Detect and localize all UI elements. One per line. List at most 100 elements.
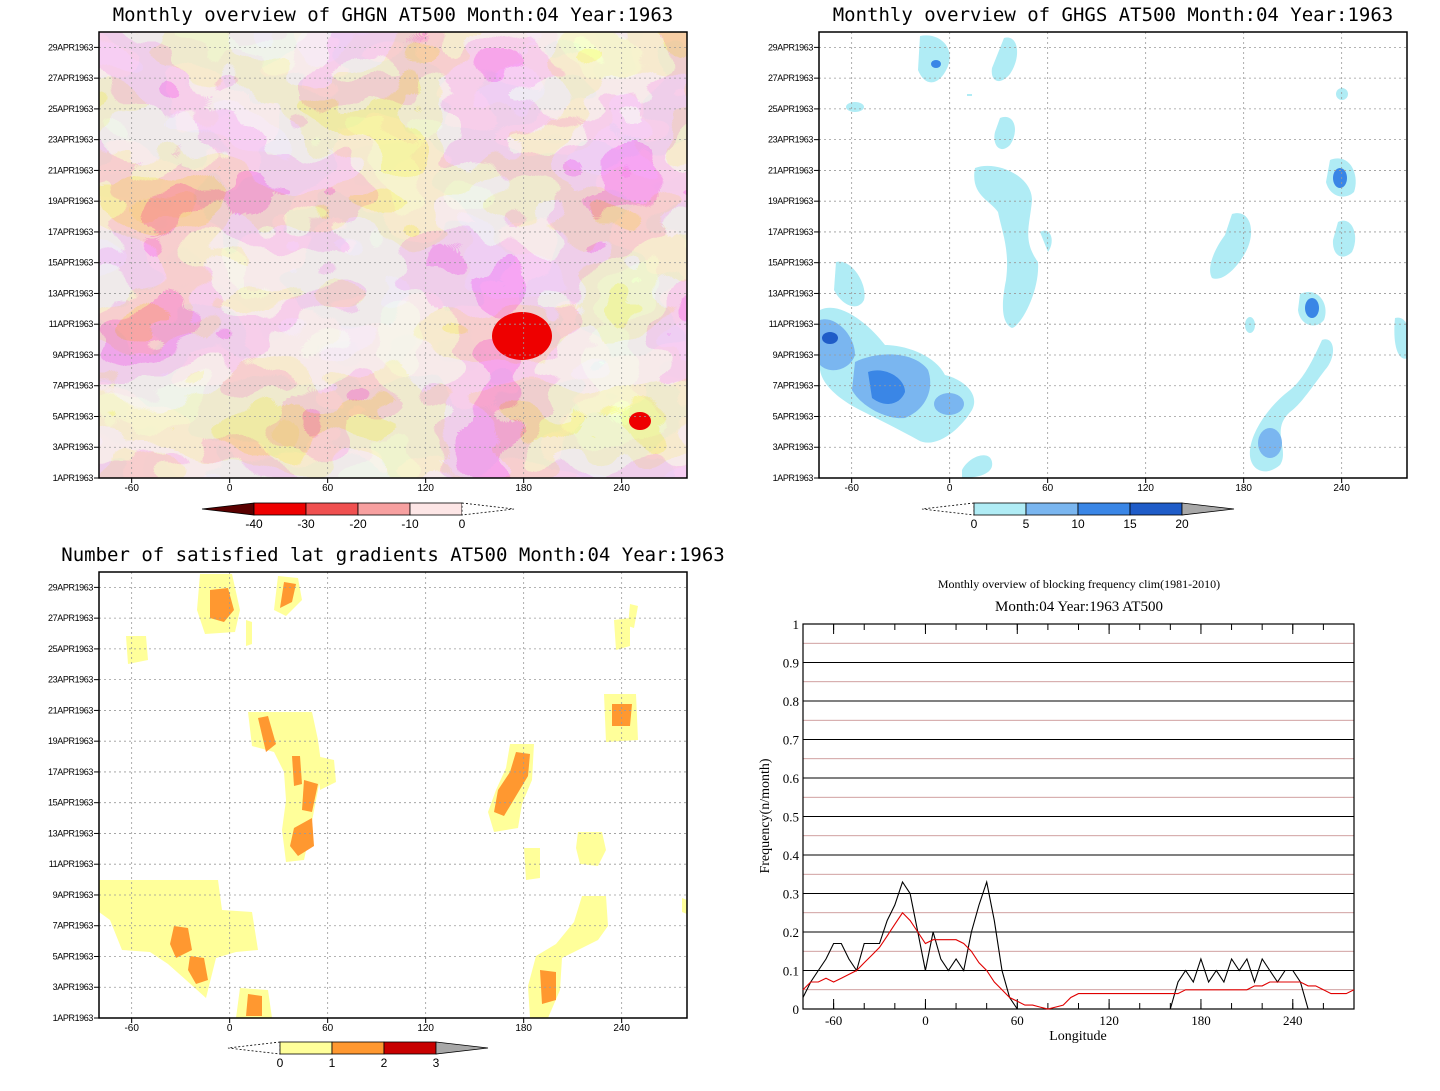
panel-ghgs-title: Monthly overview of GHGS AT500 Month:04 …: [833, 4, 1394, 26]
colorbar-segment: [1025, 502, 1079, 516]
panel-ghgn-y-tick-label: 11APR1963: [49, 319, 94, 329]
panel-lat-gradients-y-tick-label: 11APR1963: [49, 859, 94, 869]
panel-ghgs-field: [819, 32, 1407, 478]
panel-lat-gradients-x-tick-label: 0: [227, 1023, 233, 1034]
panel-ghgn-y-tick-label: 9APR1963: [53, 350, 94, 360]
colorbar-segment: [409, 502, 463, 516]
panel-lat-gradients-y-tick-label: 25APR1963: [48, 644, 93, 654]
colorbar-tick-label: 2: [381, 1056, 388, 1070]
panel-blocking-frequency-y-tick-label: 0.5: [783, 810, 799, 825]
colorbar-tick-label: 5: [1023, 517, 1030, 531]
panel-lat-gradients-blob: [576, 832, 606, 866]
panel-lat-gradients-blob: [258, 716, 276, 752]
panel-ghgs-blob: [991, 37, 1018, 82]
colorbar-segment: [1129, 502, 1183, 516]
panel-ghgn-y-tick-label: 7APR1963: [53, 381, 94, 391]
panel-ghgn-x-tick-label: 120: [417, 483, 434, 494]
panel-ghgn-y-tick-label: 1APR1963: [53, 473, 94, 483]
panel-blocking-frequency-y-tick-label: 0.6: [783, 771, 800, 786]
panel-blocking-frequency-plot: 0 0.1 0.2 0.3 0.4 0.5 0.6 0.7 0.8 0.9 1 -60 0 60 120 18…: [783, 617, 1355, 1028]
panel-lat-gradients-y-tick-label: 3APR1963: [53, 982, 94, 992]
colorbar-segment: [331, 1041, 385, 1055]
panel-ghgs-x-tick-label: 180: [1235, 483, 1252, 494]
colorbar-tick-label: 20: [1175, 517, 1189, 531]
panel-lat-gradients-x-tick-label: 120: [417, 1023, 434, 1034]
panel-blocking-frequency-x-tick-label: -60: [825, 1013, 842, 1028]
panel-lat-gradients-frame: [98, 571, 688, 1019]
panel-ghgn-y-tick-label: 15APR1963: [48, 258, 93, 268]
panel-lat-gradients-y-tick-label: 29APR1963: [48, 582, 93, 592]
panel-ghgn-min-blob: [629, 412, 651, 430]
panel-ghgs-y-tick-label: 21APR1963: [768, 165, 813, 175]
panel-ghgn-x-tick-label: 240: [613, 483, 630, 494]
panel-ghgs-colorbar: 0 5 10 15 20: [921, 502, 1235, 531]
panel-ghgn-frame: [98, 31, 688, 479]
panel-ghgs-y-tick-label: 25APR1963: [768, 104, 813, 114]
panel-blocking-frequency-y-tick-label: 0.7: [783, 733, 800, 748]
colorbar-tick-label: -10: [401, 517, 419, 531]
panel-ghgs-blob: [934, 393, 964, 415]
colorbar-segment: [279, 1041, 333, 1055]
panel-lat-gradients-y-tick-label: 1APR1963: [53, 1013, 94, 1023]
panel-ghgs-blob: [846, 102, 864, 112]
colorbar-extend-low: [227, 1041, 281, 1055]
panel-ghgs-blob: [1245, 317, 1255, 333]
colorbar-tick-label: 15: [1123, 517, 1137, 531]
panel-lat-gradients-blob: [316, 756, 336, 790]
panel-ghgn-noise-field: [99, 32, 687, 478]
panel-lat-gradients-blob: [246, 620, 252, 646]
panel-lat-gradients-y-tick-label: 23APR1963: [48, 675, 93, 685]
colorbar-segment: [383, 1041, 437, 1055]
colorbar-tick-label: -20: [349, 517, 367, 531]
panel-ghgs-blob: [868, 370, 905, 404]
panel-lat-gradients-y-tick-label: 21APR1963: [48, 705, 93, 715]
panel-ghgs-blob: [822, 332, 838, 344]
panel-lat-gradients-y-tick-label: 19APR1963: [48, 736, 93, 746]
panel-blocking-frequency-x-tick-label: 0: [922, 1013, 929, 1028]
panel-ghgs: Monthly overview of GHGS AT500 Month:04 …: [768, 4, 1408, 531]
panel-blocking-frequency-series-year: [802, 879, 1354, 1010]
panel-lat-gradients-blob: [280, 582, 296, 608]
panel-ghgn-x-tick-label: -60: [124, 483, 139, 494]
colorbar-segment: [305, 502, 359, 516]
panel-ghgn-min-blob: [492, 312, 552, 360]
panel-blocking-frequency-y-tick-label: 1: [793, 617, 800, 632]
colorbar-extend-high: [435, 1041, 489, 1055]
panel-ghgn-x-tick-label: 0: [227, 483, 233, 494]
panel-ghgn-colorbar: -40 -30 -20 -10 0: [201, 502, 515, 531]
panel-ghgs-blob: [994, 116, 1015, 150]
panel-ghgn-y-tick-label: 25APR1963: [48, 104, 93, 114]
panel-ghgn-y-tick-label: 3APR1963: [53, 442, 94, 452]
panel-ghgn-title: Monthly overview of GHGN AT500 Month:04 …: [113, 4, 674, 26]
panel-blocking-frequency-x-tick-label: 240: [1283, 1013, 1303, 1028]
panel-ghgs-blob: [962, 455, 993, 478]
panel-lat-gradients-x-tick-label: 180: [515, 1023, 532, 1034]
panel-ghgs-y-tick-label: 7APR1963: [773, 381, 814, 391]
colorbar-extend-low: [921, 502, 975, 516]
panel-ghgs-y-tick-label: 23APR1963: [768, 135, 813, 145]
panel-ghgs-blob: [834, 261, 865, 307]
colorbar-tick-label: 0: [459, 517, 466, 531]
colorbar-segment: [1077, 502, 1131, 516]
colorbar-extend-high: [461, 502, 515, 516]
panel-blocking-frequency: Monthly overview of blocking frequency c…: [758, 577, 1355, 1044]
panel-ghgs-y-tick-label: 3APR1963: [773, 442, 814, 452]
panel-lat-gradients-blob: [210, 588, 234, 622]
panel-ghgs-y-tick-label: 27APR1963: [768, 73, 813, 83]
panel-ghgs-y-tick-label: 15APR1963: [768, 258, 813, 268]
panel-lat-gradients-grid: [99, 572, 687, 1018]
panel-ghgs-y-tick-label: 29APR1963: [768, 42, 813, 52]
panel-lat-gradients-blob: [612, 704, 632, 726]
colorbar-tick-label: 1: [329, 1056, 336, 1070]
panel-ghgs-y-tick-label: 19APR1963: [768, 196, 813, 206]
panel-blocking-frequency-subtitle: Month:04 Year:1963 AT500: [995, 599, 1163, 615]
panel-ghgs-grid: [819, 32, 1407, 478]
colorbar-extend-high: [1181, 502, 1235, 516]
panel-lat-gradients-x-tick-label: -60: [124, 1023, 139, 1034]
panel-ghgn-y-tick-label: 19APR1963: [48, 196, 93, 206]
panel-ghgs-blob: [1332, 220, 1356, 257]
panel-blocking-frequency-ylabel: Frequency(n/month): [758, 758, 773, 873]
panel-lat-gradients-blob: [290, 818, 314, 856]
panel-ghgn-y-tick-label: 13APR1963: [48, 288, 93, 298]
panel-lat-gradients-blob: [494, 752, 530, 816]
